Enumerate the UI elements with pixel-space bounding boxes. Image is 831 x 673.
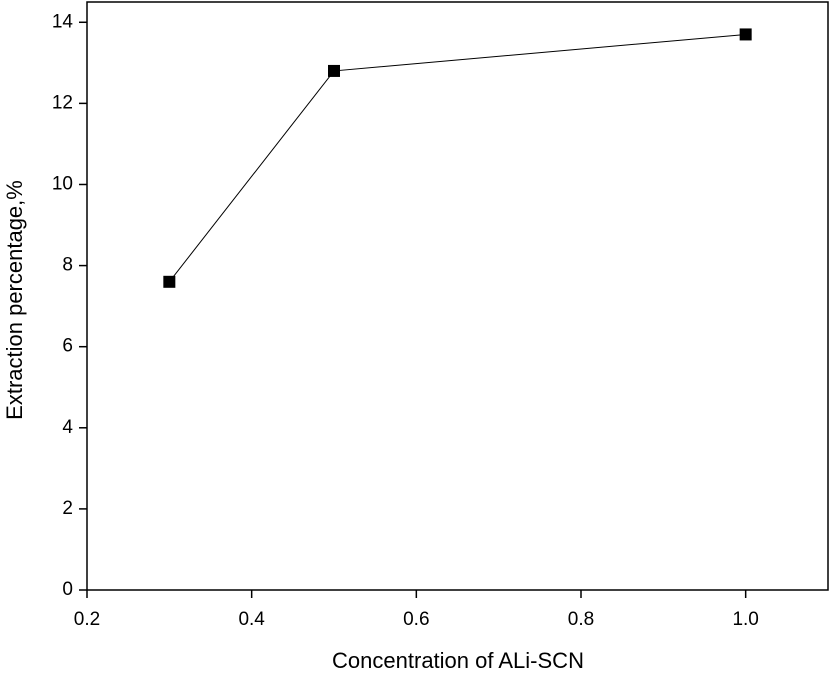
x-axis-label: Concentration of ALi-SCN (332, 648, 584, 673)
y-tick-label: 4 (62, 417, 73, 438)
x-tick-label: 0.4 (238, 609, 265, 630)
x-tick-label: 0.6 (403, 609, 429, 630)
series-line (168, 33, 746, 283)
x-tick-label: 0.8 (568, 609, 594, 630)
y-axis-label: Extraction percentage,% (2, 180, 27, 420)
y-tick-label: 2 (62, 498, 73, 519)
y-tick-label: 12 (52, 92, 73, 113)
y-tick-label: 0 (62, 579, 73, 600)
y-tick-label: 14 (52, 11, 74, 32)
y-tick-label: 8 (62, 255, 73, 276)
y-tick-label: 6 (62, 336, 73, 357)
marker (739, 28, 752, 41)
y-tick-label: 10 (52, 173, 73, 194)
marker (163, 275, 176, 288)
x-tick-label: 0.2 (74, 609, 100, 630)
marker (328, 64, 340, 77)
x-tick-label: 1.0 (732, 609, 758, 630)
plot-frame (86, 1, 829, 591)
